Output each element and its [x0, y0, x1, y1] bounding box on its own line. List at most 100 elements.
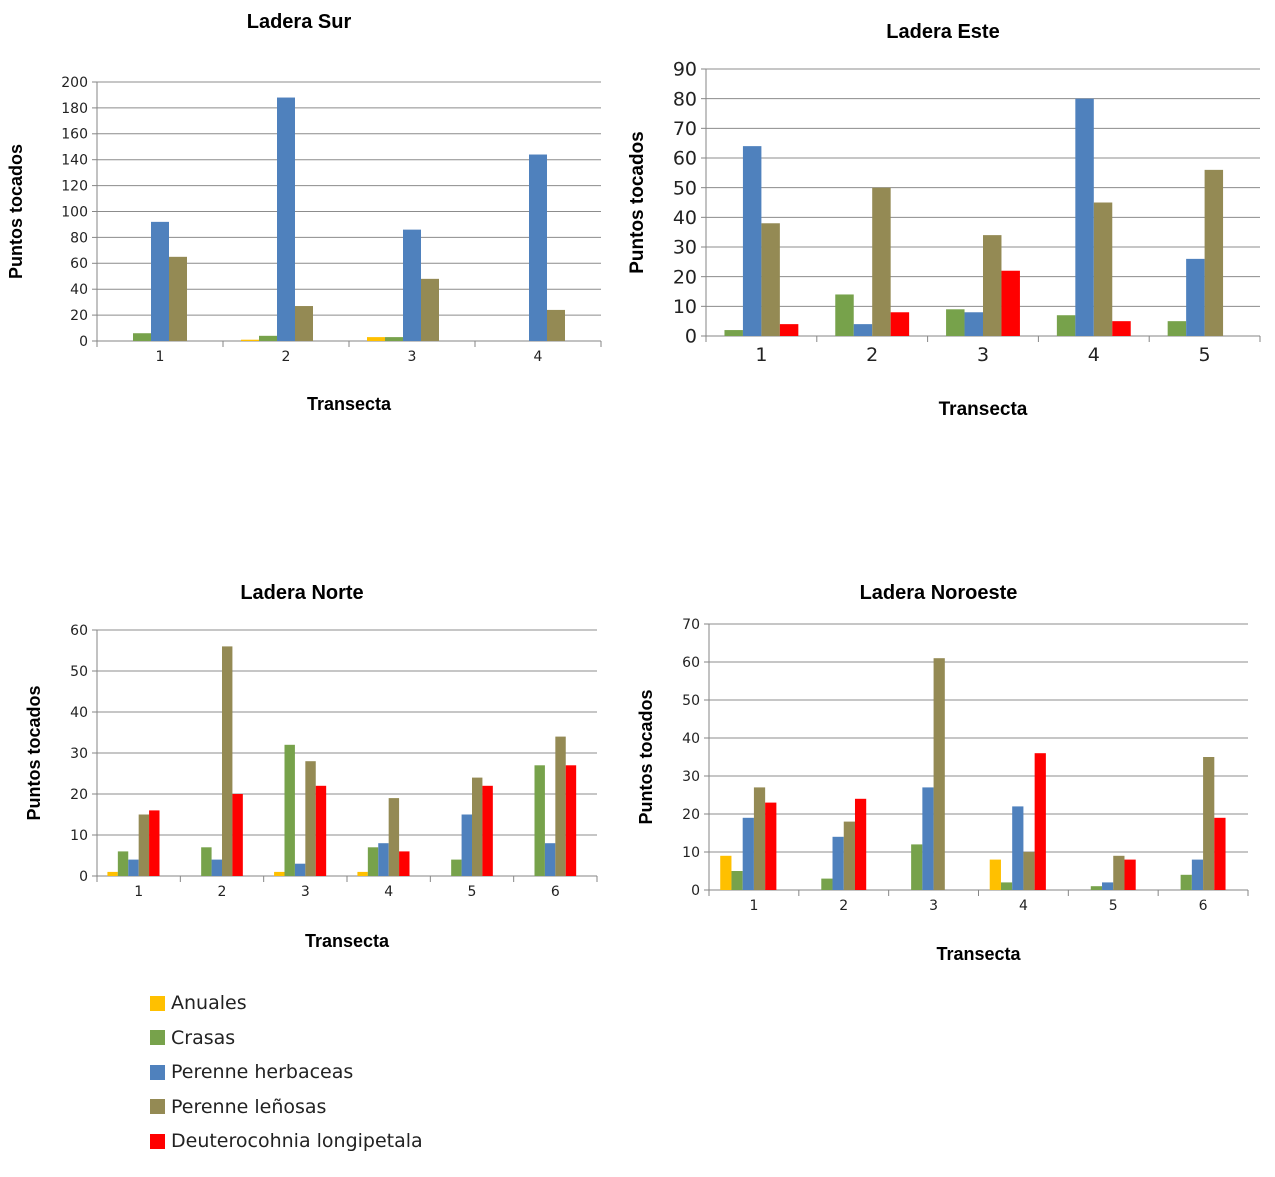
x-tick-label: 5 [1109, 898, 1118, 914]
bar-perenne-lenosas-3 [933, 658, 945, 890]
y-tick-label: 10 [70, 828, 88, 844]
y-tick-label: 40 [70, 282, 88, 298]
legend-item-anuales: Anuales [150, 986, 423, 1021]
y-tick-label: 60 [682, 655, 700, 671]
y-tick-label: 20 [673, 266, 697, 288]
y-tick-label: 10 [673, 296, 697, 318]
bar-crasas-6 [1180, 874, 1192, 890]
y-tick-label: 80 [70, 230, 88, 246]
bar-perenne-herbaceas-5 [461, 814, 472, 876]
bar-perenne-herbaceas-6 [1191, 859, 1204, 890]
x-tick-label: 1 [749, 898, 758, 914]
y-tick-label: 60 [70, 623, 88, 639]
x-tick-label: 1 [755, 344, 767, 366]
bar-perenne-lenosas-4 [1023, 852, 1035, 890]
y-tick-label: 60 [673, 148, 697, 170]
bar-crasas-2 [821, 878, 833, 890]
y-tick-label: 120 [61, 179, 88, 195]
bar-perenne-herbaceas-6 [544, 843, 556, 876]
y-tick-label: 60 [70, 256, 88, 272]
bar-deuterocohnia-longipetala-2 [232, 794, 243, 876]
bar-perenne-lenosas-3 [983, 235, 1002, 336]
bar-perenne-lenosas-5 [1204, 169, 1224, 336]
x-tick-label: 2 [866, 344, 878, 366]
y-tick-label: 30 [682, 769, 700, 785]
y-tick-label: 80 [673, 88, 697, 110]
y-tick-label: 200 [61, 75, 88, 91]
bar-perenne-lenosas-1 [761, 223, 780, 336]
bar-perenne-herbaceas-1 [128, 859, 139, 876]
chart-ladera-noroeste: 0 10 20 30 40 50 60 70 1 2 3 4 5 6 Ladera Noroeste Tran… [636, 582, 1249, 964]
legend-item-deuterocohnia: Deuterocohnia longipetala [150, 1124, 423, 1159]
bar-perenne-lenosas-2 [222, 646, 233, 876]
bar-perenne-lenosas-3 [421, 278, 439, 341]
x-tick-label: 4 [1019, 898, 1028, 914]
bar-perenne-lenosas-2 [295, 306, 313, 341]
y-tick-label: 0 [685, 326, 697, 348]
bar-perenne-lenosas-1 [169, 256, 187, 341]
bar-perenne-herbaceas-2 [211, 859, 222, 876]
x-tick-label: 1 [134, 884, 143, 900]
bar-crasas-4 [367, 847, 379, 876]
bar-perenne-herbaceas-3 [294, 863, 306, 876]
x-axis-label: Transecta [307, 394, 392, 414]
y-tick-label: 20 [70, 787, 88, 803]
x-tick-label: 3 [408, 349, 417, 365]
bar-deuterocohnia-longipetala-6 [565, 765, 577, 876]
legend-swatch-crasas [150, 1030, 165, 1046]
bar-deuterocohnia-longipetala-3 [1001, 270, 1020, 336]
bar-crasas-3 [911, 844, 923, 890]
bar-crasas-3 [946, 309, 965, 336]
legend-swatch-perenne-herbaceas [150, 1064, 165, 1080]
bar-perenne-herbaceas-4 [529, 154, 547, 341]
bar-perenne-herbaceas-4 [1075, 98, 1094, 337]
y-tick-label: 0 [691, 883, 700, 899]
y-tick-label: 20 [70, 308, 88, 324]
y-tick-label: 140 [61, 153, 88, 169]
x-tick-label: 4 [1088, 344, 1100, 366]
bar-perenne-lenosas-6 [555, 736, 566, 876]
bar-crasas-5 [451, 859, 462, 876]
bar-crasas-2 [259, 335, 277, 341]
bar-perenne-lenosas-4 [1093, 202, 1113, 336]
legend: Anuales Crasas Perenne herbaceas Perenne… [150, 986, 423, 1159]
x-tick-label: 6 [1199, 898, 1208, 914]
legend-label-perenne-herbaceas: Perenne herbaceas [171, 1061, 354, 1084]
bar-perenne-lenosas-1 [753, 787, 766, 890]
bar-deuterocohnia-longipetala-2 [890, 312, 910, 336]
bar-deuterocohnia-longipetala-6 [1214, 817, 1226, 890]
legend-item-perenne-lenosas: Perenne leñosas [150, 1090, 423, 1125]
bar-anuales-3 [274, 871, 285, 876]
chart-title: Ladera Sur [247, 11, 352, 33]
bar-perenne-lenosas-5 [1113, 855, 1125, 890]
bar-anuales-3 [367, 337, 385, 341]
bar-perenne-herbaceas-1 [742, 817, 754, 890]
bar-perenne-herbaceas-3 [922, 787, 934, 890]
legend-label-perenne-lenosas: Perenne leñosas [171, 1095, 327, 1118]
bar-crasas-1 [731, 871, 743, 890]
y-tick-label: 30 [70, 746, 88, 762]
legend-item-crasas: Crasas [150, 1021, 423, 1056]
bar-crasas-2 [835, 294, 854, 336]
y-tick-label: 160 [61, 127, 88, 143]
bar-crasas-1 [117, 851, 129, 876]
y-tick-label: 50 [673, 177, 697, 199]
bar-deuterocohnia-longipetala-5 [482, 785, 493, 876]
bar-perenne-herbaceas-3 [964, 312, 983, 336]
bar-deuterocohnia-longipetala-4 [1112, 321, 1131, 336]
x-tick-label: 2 [218, 884, 227, 900]
y-tick-label: 40 [673, 207, 697, 229]
y-tick-label: 20 [682, 807, 700, 823]
bar-perenne-lenosas-2 [872, 187, 891, 336]
bar-deuterocohnia-longipetala-3 [315, 785, 327, 876]
bar-deuterocohnia-longipetala-1 [149, 810, 160, 876]
bar-deuterocohnia-longipetala-5 [1124, 859, 1136, 890]
legend-swatch-anuales [150, 995, 165, 1011]
chart-ladera-este: 0 10 20 30 40 50 60 70 80 90 1 2 3 4 5 Ladera Este Trans… [627, 21, 1261, 420]
x-tick-label: 1 [156, 349, 165, 365]
bar-deuterocohnia-longipetala-1 [765, 802, 777, 890]
chart-ladera-norte: 0 10 20 30 40 50 60 1 2 3 4 5 6 Ladera Norte Transecta… [24, 582, 598, 951]
x-axis-label: Transecta [305, 931, 390, 951]
legend-item-perenne-herbaceas: Perenne herbaceas [150, 1055, 423, 1090]
bar-perenne-lenosas-3 [305, 761, 316, 876]
